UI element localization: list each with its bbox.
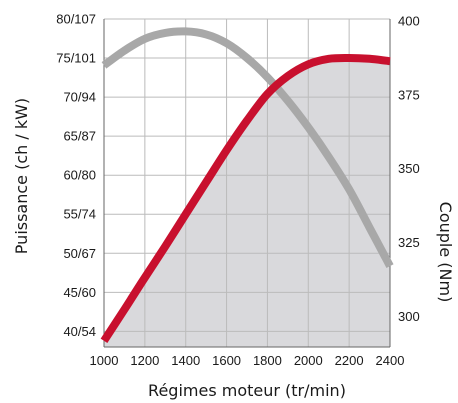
x-tick-label: 1400 [171,353,200,368]
x-axis-title: Régimes moteur (tr/min) [148,381,346,400]
y2-tick-label: 375 [398,87,420,102]
series-line-power [100,53,391,343]
y-tick-label: 70/94 [63,90,96,105]
x-tick-labels: 1000 1200 1400 1600 1800 2000 2200 2400 [90,353,405,368]
x-tick-label: 1200 [130,353,159,368]
x-tick-label: 1800 [253,353,282,368]
x-tick-label: 1600 [212,353,241,368]
y2-tick-label: 400 [398,14,420,29]
y-tick-label: 50/67 [63,246,96,261]
y2-tick-label: 350 [398,161,420,176]
x-tick-label: 2400 [376,353,405,368]
plot-frame [103,19,391,348]
power-area-fill [104,57,390,347]
y-tick-label: 60/80 [63,168,96,183]
y-tick-label: 75/101 [56,51,96,66]
y2-tick-label: 325 [398,235,420,250]
y-axis-title: Puissance (ch / kW) [12,98,31,254]
y2-tick-label: 300 [398,309,420,324]
y2-axis-title: Couple (Nm) [436,202,455,303]
x-tick-label: 2200 [335,353,364,368]
y-tick-label: 55/74 [63,207,96,222]
series-line-torque [101,27,394,268]
y-tick-label: 80/107 [56,12,96,27]
y2-tick-labels: 300 325 350 375 400 [398,14,420,324]
y-tick-label: 45/60 [63,285,96,300]
y-tick-label: 40/54 [63,324,96,339]
y-tick-label: 65/87 [63,129,96,144]
x-tick-label: 1000 [90,353,119,368]
y-tick-labels: 40/54 45/60 50/67 55/74 60/80 65/87 70/94 75/10… [56,12,96,339]
x-tick-label: 2000 [294,353,323,368]
